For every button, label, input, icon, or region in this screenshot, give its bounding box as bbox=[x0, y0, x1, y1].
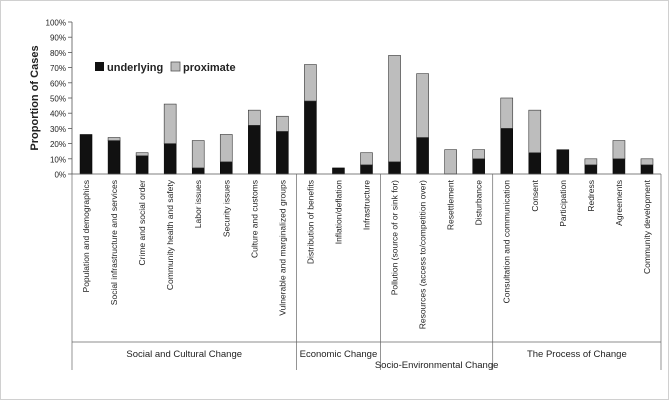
bar-proximate bbox=[584, 158, 598, 166]
bar-proximate bbox=[360, 152, 373, 166]
bar-underlying bbox=[79, 134, 93, 175]
bar-underlying bbox=[220, 161, 233, 175]
group-labels: Social and Cultural Change Economic Chang… bbox=[71, 174, 662, 371]
x-category-label: Infrastructure bbox=[362, 180, 372, 230]
bar-proximate bbox=[276, 115, 289, 132]
axes: 0% 10% 20% 30% 40% 50% 60% 70% 80% 90% 100% bbox=[46, 19, 661, 180]
bar-underlying bbox=[191, 167, 205, 175]
y-tick-label: 10% bbox=[50, 155, 66, 164]
bar-underlying bbox=[304, 100, 317, 175]
bar-underlying bbox=[472, 158, 485, 175]
x-category-label: Participation bbox=[558, 180, 568, 227]
legend-label-underlying: underlying bbox=[107, 62, 163, 74]
x-category-label: Inflation/deflation bbox=[333, 180, 343, 245]
x-category-label: Redress bbox=[586, 180, 596, 212]
y-tick-label: 50% bbox=[50, 95, 66, 104]
x-category-label: Population and demographics bbox=[81, 180, 91, 292]
bar-underlying bbox=[163, 143, 177, 175]
bar-underlying bbox=[388, 161, 401, 175]
x-category-label: Distribution of benefits bbox=[305, 180, 315, 264]
y-tick-label: 60% bbox=[50, 79, 66, 88]
bars bbox=[79, 55, 654, 175]
bar-proximate bbox=[416, 73, 429, 138]
bar-proximate bbox=[388, 55, 401, 163]
x-category-label: Crime and social order bbox=[137, 180, 147, 266]
bar-proximate bbox=[248, 109, 261, 126]
bar-underlying bbox=[107, 140, 121, 175]
bar-underlying bbox=[640, 164, 654, 175]
bar-underlying bbox=[276, 131, 289, 175]
y-axis-title: Proportion of Cases bbox=[29, 45, 41, 150]
y-tick-label: 100% bbox=[46, 19, 66, 28]
x-category-label: Culture and customs bbox=[249, 180, 259, 258]
bar-underlying bbox=[584, 164, 598, 175]
bar-proximate bbox=[219, 134, 233, 163]
y-tick-label: 90% bbox=[50, 34, 66, 43]
group-label: Socio-Environmental Change bbox=[375, 360, 499, 371]
x-category-label: Social infrastructure and services bbox=[109, 180, 119, 305]
bar-proximate bbox=[163, 103, 177, 144]
legend-swatch-underlying bbox=[95, 62, 104, 71]
x-category-label: Pollution (source of or sink for) bbox=[390, 180, 400, 295]
legend-swatch-proximate bbox=[170, 61, 181, 72]
y-tick-label: 20% bbox=[50, 140, 66, 149]
bar-proximate bbox=[304, 64, 317, 102]
legend-label-proximate: proximate bbox=[183, 62, 236, 74]
bar-proximate bbox=[472, 149, 485, 160]
x-category-label: Disturbance bbox=[474, 180, 484, 226]
bar-underlying bbox=[528, 152, 542, 175]
bar-proximate bbox=[528, 109, 542, 154]
y-tick-label: 0% bbox=[54, 171, 66, 180]
bar-proximate bbox=[444, 149, 457, 175]
y-tick-label: 80% bbox=[50, 49, 66, 58]
bar-underlying bbox=[612, 158, 626, 175]
bar-underlying bbox=[248, 125, 261, 175]
group-label: The Process of Change bbox=[527, 349, 627, 360]
bar-underlying bbox=[556, 149, 570, 175]
x-category-label: Security issues bbox=[221, 180, 231, 237]
x-category-label: Labor issues bbox=[193, 180, 203, 228]
bar-proximate bbox=[500, 97, 514, 129]
x-category-label: Vulnerable and marginalized groups bbox=[277, 180, 287, 316]
x-category-label: Resettlement bbox=[446, 179, 456, 230]
bar-proximate bbox=[107, 137, 121, 141]
group-label: Social and Cultural Change bbox=[126, 349, 242, 360]
y-tick-label: 40% bbox=[50, 110, 66, 119]
x-category-label: Resources (access to/competition over) bbox=[418, 180, 428, 329]
category-labels: Population and demographics Social infras… bbox=[81, 179, 652, 329]
x-category-label: Agreements bbox=[614, 180, 624, 226]
bar-underlying bbox=[500, 128, 513, 175]
x-category-label: Consent bbox=[530, 179, 540, 211]
bar-underlying bbox=[332, 167, 345, 175]
x-category-label: Community development bbox=[642, 179, 652, 274]
bar-proximate bbox=[640, 158, 654, 166]
y-tick-label: 70% bbox=[50, 64, 66, 73]
y-tick-label: 30% bbox=[50, 125, 66, 134]
bar-underlying bbox=[135, 155, 149, 175]
bar-underlying bbox=[360, 164, 373, 175]
x-category-label: Consultation and communication bbox=[502, 180, 512, 304]
bar-underlying bbox=[416, 137, 429, 175]
bar-proximate bbox=[191, 140, 205, 169]
bar-proximate bbox=[135, 152, 149, 157]
bar-proximate bbox=[612, 140, 626, 160]
legend: underlying proximate bbox=[95, 61, 236, 74]
x-category-label: Community health and safety bbox=[165, 179, 175, 290]
group-label: Economic Change bbox=[300, 349, 378, 360]
